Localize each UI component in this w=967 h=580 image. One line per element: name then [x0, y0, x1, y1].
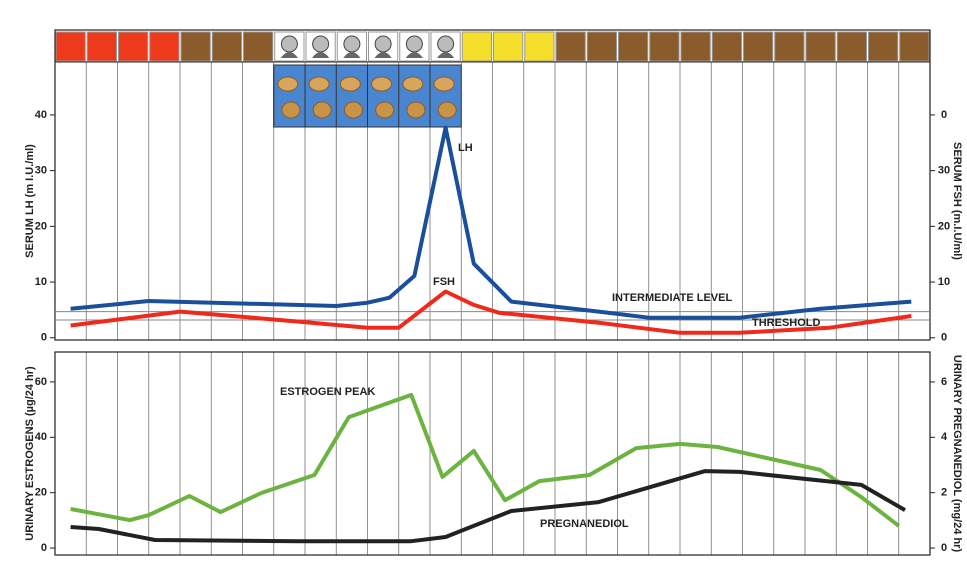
day-square — [493, 31, 524, 62]
series-label: PREGNANEDIOL — [540, 518, 629, 530]
y-axis-title: SERUM LH (m I.U./ml) — [24, 144, 36, 258]
face-icon — [437, 35, 455, 53]
photo-cell — [406, 101, 426, 119]
face-icon-detail — [405, 52, 423, 58]
day-square — [55, 31, 86, 62]
face-icon-detail — [312, 52, 330, 58]
day-square — [868, 31, 899, 62]
reference-label: THRESHOLD — [752, 317, 821, 329]
y-tick-label: 20 — [35, 487, 47, 499]
photo-cell — [402, 76, 424, 92]
day-square — [899, 31, 930, 62]
reference-label: INTERMEDIATE LEVEL — [612, 292, 732, 304]
face-icon-detail — [437, 52, 455, 58]
face-icon-detail — [374, 52, 392, 58]
y2-tick-label: 6 — [941, 376, 947, 388]
day-square — [149, 31, 180, 62]
face-icon-detail — [343, 52, 361, 58]
face-icon — [312, 35, 330, 53]
face-icon-detail — [280, 52, 298, 58]
day-square — [524, 31, 555, 62]
y2-tick-label: 10 — [938, 276, 950, 288]
day-square — [586, 31, 617, 62]
photo-cell — [277, 76, 299, 92]
photo-cell — [433, 76, 455, 92]
y2-tick-label: 30 — [938, 165, 950, 177]
y-tick-label: 40 — [35, 109, 47, 121]
series-label: LH — [458, 142, 473, 154]
face-icon — [405, 35, 423, 53]
day-square — [180, 31, 211, 62]
y-tick-label: 0 — [41, 332, 47, 344]
face-icon — [374, 35, 392, 53]
y2-axis-title: SERUM FSH (m.I.U/ml) — [951, 142, 963, 260]
photo-cell — [437, 101, 457, 119]
series-line — [70, 392, 901, 528]
y2-tick-label: 0 — [941, 109, 947, 121]
photo-cell — [343, 101, 363, 119]
y2-tick-label: 20 — [938, 220, 950, 232]
series-label: FSH — [433, 276, 455, 288]
day-square — [211, 31, 242, 62]
panel-frame — [54, 29, 931, 341]
photo-cell — [281, 101, 301, 119]
y2-tick-label: 4 — [941, 431, 948, 443]
face-icon — [280, 35, 298, 53]
day-square — [680, 31, 711, 62]
y2-tick-label: 0 — [941, 332, 947, 344]
photo-cell — [339, 76, 361, 92]
series-line — [70, 289, 912, 335]
y-tick-label: 10 — [35, 276, 47, 288]
day-square — [743, 31, 774, 62]
y2-axis-title: URINARY PREGNANEDIOL (mg/24 hr) — [951, 355, 963, 553]
series-line — [70, 469, 906, 544]
photo-cell — [312, 101, 332, 119]
photo-cell — [375, 101, 395, 119]
day-square — [86, 31, 117, 62]
annotation: ESTROGEN PEAK — [280, 386, 375, 398]
y-tick-label: 30 — [35, 165, 47, 177]
day-square — [618, 31, 649, 62]
day-square — [805, 31, 836, 62]
day-square — [649, 31, 680, 62]
day-square — [774, 31, 805, 62]
day-square — [243, 31, 274, 62]
y-tick-label: 60 — [35, 376, 47, 388]
day-square — [555, 31, 586, 62]
panel-frame — [54, 351, 931, 556]
series-line — [70, 125, 912, 320]
face-icon — [343, 35, 361, 53]
photo-cell — [308, 76, 330, 92]
y2-tick-label: 0 — [941, 542, 947, 554]
day-square — [836, 31, 867, 62]
y-tick-label: 0 — [41, 542, 47, 554]
day-square — [711, 31, 742, 62]
y-axis-title: URINARY ESTROGENS (µg/24 hr) — [24, 366, 36, 541]
photo-cell — [371, 76, 393, 92]
day-square — [118, 31, 149, 62]
y-tick-label: 40 — [35, 431, 47, 443]
y-tick-label: 20 — [35, 220, 47, 232]
y2-tick-label: 2 — [941, 487, 947, 499]
day-square — [461, 31, 492, 62]
